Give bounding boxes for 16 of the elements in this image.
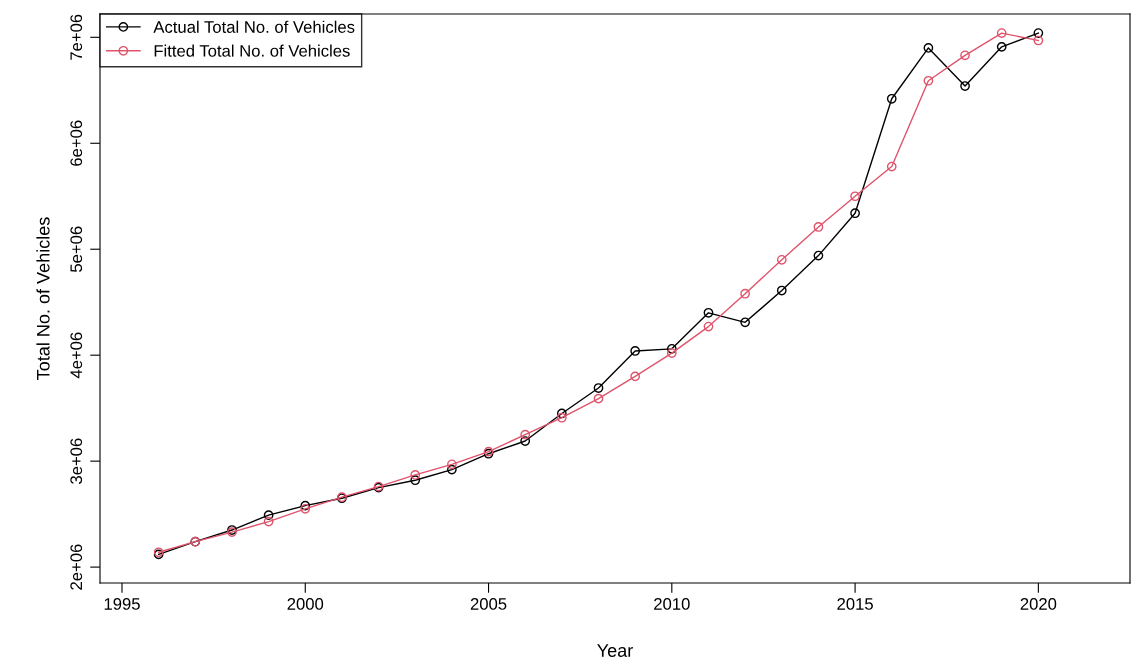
x-tick-label: 2020 — [1020, 598, 1057, 610]
legend-label: Actual Total No. of Vehicles — [153, 20, 355, 33]
y-axis-title: Total No. of Vehicles — [36, 217, 50, 380]
x-tick-label: 2005 — [470, 598, 507, 610]
x-tick-label: 2015 — [837, 598, 873, 610]
y-tick-label: 5e+06 — [70, 226, 83, 272]
y-tick-label: 3e+06 — [70, 438, 83, 484]
y-tick-label: 7e+06 — [70, 14, 83, 60]
x-tick-label: 2000 — [287, 598, 324, 610]
y-tick-label: 2e+06 — [70, 544, 83, 590]
y-tick-label: 4e+06 — [70, 332, 83, 379]
x-tick-label: 1995 — [104, 598, 140, 610]
x-axis-title: Year — [597, 644, 633, 657]
x-tick-label: 2010 — [654, 598, 690, 610]
legend-label: Fitted Total No. of Vehicles — [154, 44, 350, 57]
y-tick-label: 6e+06 — [70, 120, 83, 166]
